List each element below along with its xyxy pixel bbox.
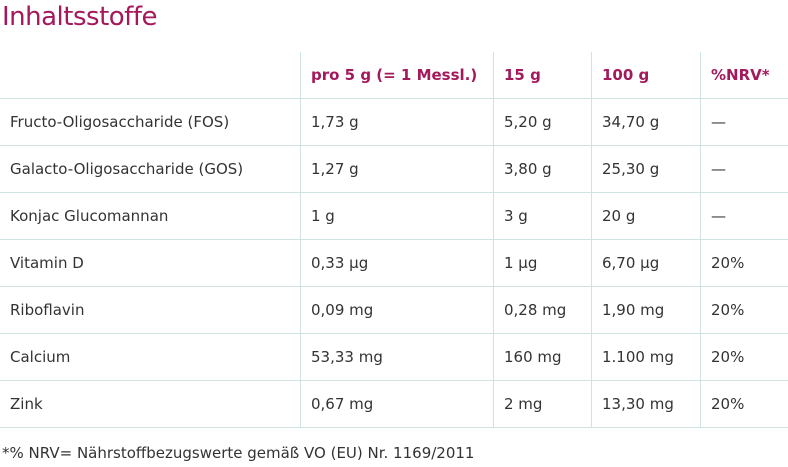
table-cell: Konjac Glucomannan (0, 192, 301, 240)
table-cell: 5,20 g (493, 98, 592, 146)
table-cell: 13,30 mg (591, 380, 701, 428)
header-cell: %NRV* (700, 52, 788, 99)
header-cell (0, 52, 301, 99)
table-cell: 1 µg (493, 239, 592, 287)
table-head: pro 5 g (= 1 Messl.) 15 g 100 g %NRV* (0, 52, 788, 99)
table-cell: 25,30 g (591, 145, 701, 193)
table-cell: 1.100 mg (591, 333, 701, 381)
table-row: Zink 0,67 mg 2 mg 13,30 mg 20% (0, 380, 788, 428)
table-row: Calcium 53,33 mg 160 mg 1.100 mg 20% (0, 333, 788, 381)
table-cell: Riboflavin (0, 286, 301, 334)
table-cell: 34,70 g (591, 98, 701, 146)
table-row: Riboflavin 0,09 mg 0,28 mg 1,90 mg 20% (0, 286, 788, 334)
table-cell: 20% (700, 380, 788, 428)
table-cell: 1,27 g (300, 145, 494, 193)
table-cell: 3,80 g (493, 145, 592, 193)
table-cell: 1 g (300, 192, 494, 240)
header-cell: pro 5 g (= 1 Messl.) (300, 52, 494, 99)
table-cell: Galacto-Oligosaccharide (GOS) (0, 145, 301, 193)
table-cell: 1,90 mg (591, 286, 701, 334)
table-cell: 6,70 µg (591, 239, 701, 287)
table-body: Fructo-Oligosaccharide (FOS) 1,73 g 5,20 g… (0, 98, 788, 428)
table-row: Fructo-Oligosaccharide (FOS) 1,73 g 5,20 g… (0, 98, 788, 146)
table-cell: 20% (700, 333, 788, 381)
table-cell: 2 mg (493, 380, 592, 428)
table-cell: — (700, 192, 788, 240)
header-row: pro 5 g (= 1 Messl.) 15 g 100 g %NRV* (0, 52, 788, 99)
table-cell: 0,33 µg (300, 239, 494, 287)
table-cell: Vitamin D (0, 239, 301, 287)
table-cell: 3 g (493, 192, 592, 240)
table-cell: — (700, 98, 788, 146)
header-cell: 15 g (493, 52, 592, 99)
table-cell: Fructo-Oligosaccharide (FOS) (0, 98, 301, 146)
table-cell: 1,73 g (300, 98, 494, 146)
table-cell: 53,33 mg (300, 333, 494, 381)
table-cell: Zink (0, 380, 301, 428)
table-cell: 20 g (591, 192, 701, 240)
table-cell: 0,67 mg (300, 380, 494, 428)
table-row: Konjac Glucomannan 1 g3 g 20 g — (0, 192, 788, 240)
table-cell: 0,28 mg (493, 286, 592, 334)
table-cell: 0,09 mg (300, 286, 494, 334)
table-cell: — (700, 145, 788, 193)
nutrient-table: pro 5 g (= 1 Messl.) 15 g 100 g %NRV* Fructo… (0, 52, 788, 428)
header-cell: 100 g (591, 52, 701, 99)
table-row: Galacto-Oligosaccharide (GOS) 1,27 g 3,80 … (0, 145, 788, 193)
table-cell: 20% (700, 239, 788, 287)
footnote: *% NRV= Nährstoffbezugswerte gemäß VO (E… (2, 444, 475, 462)
table-cell: 160 mg (493, 333, 592, 381)
table-row: Vitamin D 0,33 µg 1 µg 6,70 µg 20% (0, 239, 788, 287)
table-cell: Calcium (0, 333, 301, 381)
table-cell: 20% (700, 286, 788, 334)
title: Inhaltsstoffe (2, 2, 157, 32)
